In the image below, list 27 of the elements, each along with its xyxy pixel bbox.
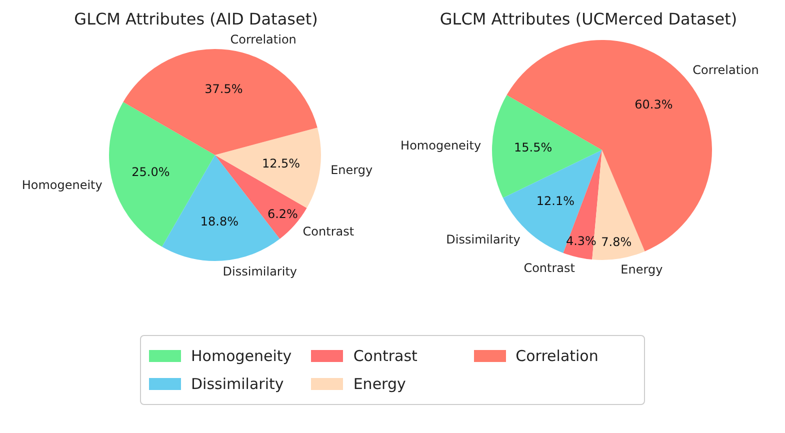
slice-label: Dissimilarity xyxy=(446,232,520,246)
data-label: 6.2% xyxy=(267,207,298,222)
data-label: 18.8% xyxy=(200,214,239,228)
slice-label: Correlation xyxy=(230,32,296,46)
data-label: 15.5% xyxy=(514,140,552,154)
slice-label: Homogeneity xyxy=(400,138,482,153)
data-label: 25.0% xyxy=(132,165,170,180)
data-label: 7.8% xyxy=(601,235,632,250)
data-label: 12.1% xyxy=(536,194,575,208)
chart-title: GLCM Attributes (UCMerced Dataset) xyxy=(440,10,738,28)
data-label: 37.5% xyxy=(204,82,243,96)
slice-label: Dissimilarity xyxy=(222,264,298,278)
data-label: 12.5% xyxy=(262,156,300,171)
slice-label: Contrast xyxy=(302,224,354,239)
slice-label: Energy xyxy=(620,262,663,277)
legend-label: Energy xyxy=(352,374,407,395)
slice-label: Homogeneity xyxy=(22,178,102,192)
slice-label: Energy xyxy=(330,163,373,178)
slice-label: Correlation xyxy=(692,62,759,77)
slice-label: Contrast xyxy=(524,260,576,275)
legend-label: Dissimilarity xyxy=(190,374,285,395)
chart-title: GLCM Attributes (AID Dataset) xyxy=(74,10,318,28)
data-label: 60.3% xyxy=(634,97,673,112)
legend-label: Contrast xyxy=(352,346,418,367)
legend-label: Correlation xyxy=(514,346,600,367)
data-label: 4.3% xyxy=(566,234,596,248)
legend-label: Homogeneity xyxy=(190,346,293,367)
